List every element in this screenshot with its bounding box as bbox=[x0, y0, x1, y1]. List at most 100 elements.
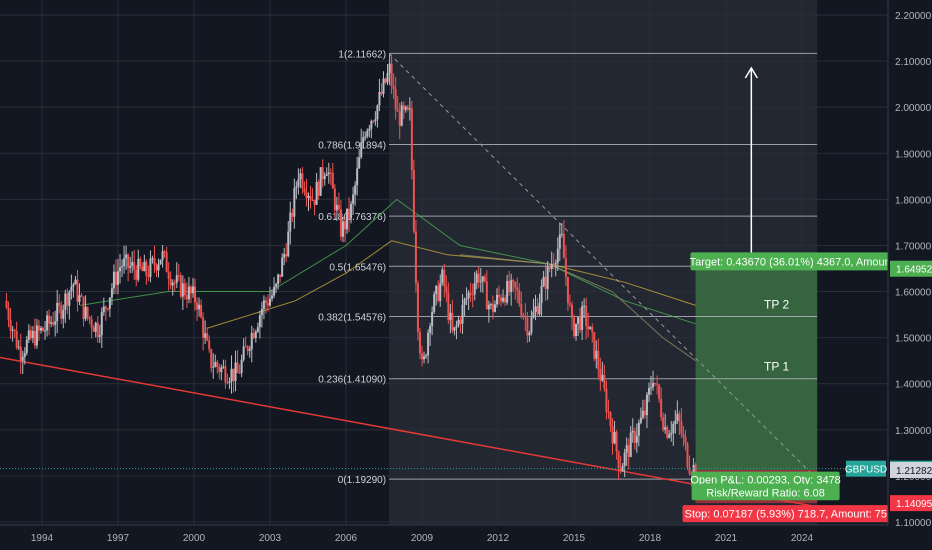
candle-body bbox=[157, 264, 160, 271]
candle-body bbox=[141, 266, 144, 271]
candle-body bbox=[579, 317, 582, 331]
candle-body bbox=[504, 297, 507, 303]
candle-body bbox=[639, 417, 642, 423]
candle-body bbox=[575, 323, 578, 337]
candle-body bbox=[439, 283, 442, 301]
y-axis-tick-label: 1.60000 bbox=[895, 288, 932, 299]
candle-body bbox=[477, 273, 480, 283]
candle-body bbox=[516, 287, 519, 291]
candle-body bbox=[583, 305, 586, 307]
candle-body bbox=[506, 280, 509, 303]
risk-reward-box[interactable] bbox=[691, 484, 840, 501]
candle-body bbox=[540, 286, 543, 304]
candle-body bbox=[333, 188, 336, 211]
candle-body bbox=[530, 317, 533, 333]
candle-body bbox=[163, 251, 166, 253]
candle-body bbox=[228, 381, 231, 383]
candle-body bbox=[66, 293, 69, 306]
open-pnl-box[interactable] bbox=[691, 471, 840, 488]
target-info-box[interactable] bbox=[690, 252, 927, 271]
candle-body bbox=[437, 286, 440, 301]
candle-body bbox=[463, 299, 466, 305]
candle-body bbox=[581, 306, 584, 331]
candle-body bbox=[384, 78, 387, 83]
candle-body bbox=[29, 330, 32, 339]
candle-body bbox=[520, 303, 523, 316]
candle-body bbox=[676, 413, 679, 421]
candle-body bbox=[94, 322, 97, 332]
y-axis-tick-label: 1.40000 bbox=[895, 380, 932, 391]
candle-body bbox=[635, 435, 638, 443]
candle-body bbox=[461, 304, 464, 324]
candle-body bbox=[210, 349, 213, 368]
candle-body bbox=[617, 451, 620, 469]
candle-body bbox=[654, 382, 657, 384]
candle-body bbox=[423, 356, 426, 360]
candle-body bbox=[123, 258, 126, 267]
candle-body bbox=[5, 300, 8, 308]
candle-body bbox=[68, 291, 71, 306]
candle-body bbox=[281, 257, 284, 277]
candle-body bbox=[483, 276, 486, 282]
fib-level-label: 0.5(1.65476) bbox=[329, 262, 386, 273]
candle-body bbox=[694, 464, 697, 478]
candle-body bbox=[131, 262, 134, 266]
candle-body bbox=[307, 195, 310, 198]
candle-body bbox=[532, 311, 535, 318]
candle-body bbox=[230, 368, 233, 382]
candle-body bbox=[39, 327, 42, 331]
candle-body bbox=[238, 372, 241, 374]
candle-body bbox=[169, 278, 172, 286]
candle-body bbox=[262, 300, 265, 309]
candle-body bbox=[566, 276, 569, 304]
x-axis-tick-label: 2015 bbox=[563, 533, 586, 544]
candle-body bbox=[343, 221, 346, 230]
x-axis-tick-label: 2003 bbox=[259, 533, 282, 544]
candle-body bbox=[404, 106, 407, 110]
candle-body bbox=[400, 105, 403, 126]
candle-body bbox=[301, 173, 304, 189]
fib-level-label: 0.618(1.76376) bbox=[318, 212, 386, 223]
candle-body bbox=[23, 353, 26, 357]
candle-body bbox=[341, 221, 344, 237]
candle-body bbox=[283, 254, 286, 258]
candle-body bbox=[145, 261, 148, 276]
candle-body bbox=[202, 317, 205, 338]
candle-body bbox=[682, 433, 685, 437]
candle-body bbox=[165, 252, 168, 273]
candle-body bbox=[633, 430, 636, 443]
candle-body bbox=[266, 302, 269, 306]
candle-body bbox=[570, 304, 573, 318]
moving-average-line bbox=[79, 198, 696, 325]
symbol-tag bbox=[846, 460, 886, 477]
candle-body bbox=[666, 427, 669, 438]
candle-body bbox=[396, 109, 399, 112]
candle-body bbox=[370, 121, 373, 129]
candle-body bbox=[627, 445, 630, 457]
candle-body bbox=[58, 302, 61, 306]
candle-body bbox=[7, 307, 10, 321]
candle-body bbox=[410, 108, 413, 170]
candle-body bbox=[512, 280, 515, 282]
candle-body bbox=[220, 367, 223, 373]
candle-body bbox=[293, 188, 296, 217]
candle-body bbox=[360, 142, 363, 158]
candle-body bbox=[684, 436, 687, 444]
candle-body bbox=[585, 305, 588, 326]
candle-body bbox=[119, 267, 122, 272]
price-tag bbox=[890, 495, 932, 512]
candle-body bbox=[275, 284, 278, 287]
candle-body bbox=[90, 319, 93, 328]
candle-body bbox=[232, 368, 235, 381]
candle-body bbox=[429, 326, 432, 333]
stop-info-box[interactable] bbox=[682, 505, 911, 523]
candle-body bbox=[135, 269, 138, 280]
candle-body bbox=[11, 329, 14, 331]
candle-body bbox=[248, 349, 251, 351]
candle-body bbox=[191, 286, 194, 294]
candle-body bbox=[536, 306, 539, 315]
candle-body bbox=[106, 308, 109, 310]
candle-body bbox=[546, 266, 549, 289]
candle-body bbox=[408, 108, 411, 110]
